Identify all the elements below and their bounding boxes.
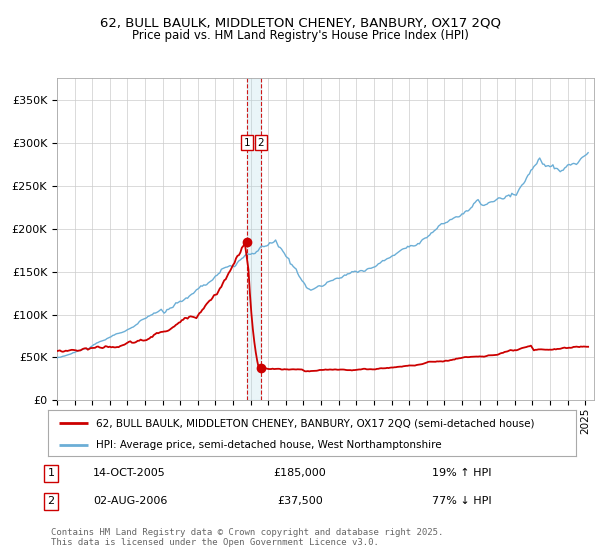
Text: £185,000: £185,000	[274, 468, 326, 478]
Text: 14-OCT-2005: 14-OCT-2005	[93, 468, 166, 478]
Text: HPI: Average price, semi-detached house, West Northamptonshire: HPI: Average price, semi-detached house,…	[95, 440, 441, 450]
Text: 62, BULL BAULK, MIDDLETON CHENEY, BANBURY, OX17 2QQ: 62, BULL BAULK, MIDDLETON CHENEY, BANBUR…	[100, 17, 500, 30]
Text: 1: 1	[47, 468, 55, 478]
Text: 77% ↓ HPI: 77% ↓ HPI	[432, 496, 491, 506]
Text: 2: 2	[47, 496, 55, 506]
Text: Price paid vs. HM Land Registry's House Price Index (HPI): Price paid vs. HM Land Registry's House …	[131, 29, 469, 42]
Text: 19% ↑ HPI: 19% ↑ HPI	[432, 468, 491, 478]
Text: Contains HM Land Registry data © Crown copyright and database right 2025.
This d: Contains HM Land Registry data © Crown c…	[51, 528, 443, 547]
Text: 02-AUG-2006: 02-AUG-2006	[93, 496, 167, 506]
Text: 62, BULL BAULK, MIDDLETON CHENEY, BANBURY, OX17 2QQ (semi-detached house): 62, BULL BAULK, MIDDLETON CHENEY, BANBUR…	[95, 418, 534, 428]
Bar	[247, 78, 261, 400]
Text: 2: 2	[257, 138, 264, 148]
Text: £37,500: £37,500	[277, 496, 323, 506]
Text: 1: 1	[244, 138, 250, 148]
